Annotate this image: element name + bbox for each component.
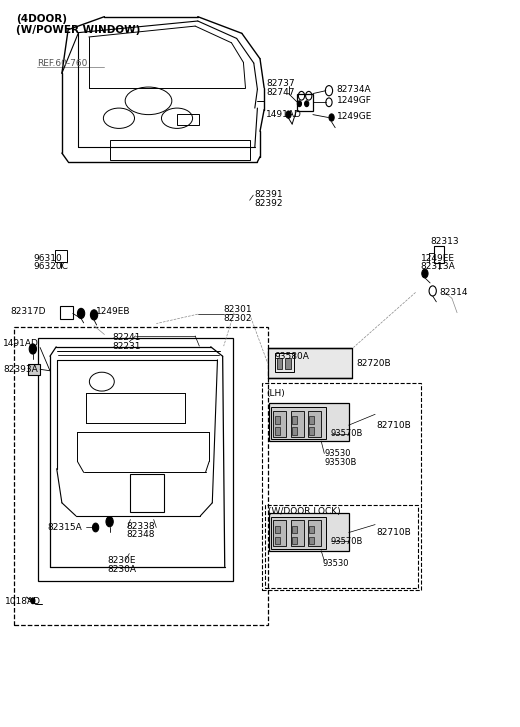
Bar: [275, 353, 294, 372]
Bar: [269, 403, 349, 441]
Text: 93530B: 93530B: [324, 458, 357, 467]
Text: 82302: 82302: [224, 314, 252, 323]
Text: 93530: 93530: [324, 449, 351, 458]
Text: 1018AD: 1018AD: [5, 597, 41, 606]
Text: 82392: 82392: [255, 198, 283, 208]
Text: 1249EB: 1249EB: [96, 307, 130, 316]
Bar: [297, 94, 313, 111]
Text: 93570B: 93570B: [331, 430, 363, 438]
Text: 1249GE: 1249GE: [337, 112, 372, 121]
Text: 8230E: 8230E: [107, 556, 136, 566]
Bar: [285, 358, 291, 369]
Bar: [292, 526, 297, 534]
Text: 82391: 82391: [255, 190, 283, 199]
Text: (LH): (LH): [266, 390, 285, 398]
Bar: [131, 474, 164, 512]
Bar: [271, 407, 326, 439]
Bar: [14, 327, 268, 624]
Circle shape: [329, 114, 334, 121]
Text: 93530: 93530: [322, 558, 349, 568]
Text: 96320C: 96320C: [33, 262, 68, 271]
Circle shape: [90, 310, 98, 320]
Text: 82710B: 82710B: [376, 421, 411, 430]
Circle shape: [77, 308, 85, 318]
Text: 96310: 96310: [33, 254, 62, 262]
Text: 1491AD: 1491AD: [3, 340, 39, 348]
Bar: [292, 427, 297, 435]
Circle shape: [297, 101, 302, 107]
Text: 82314: 82314: [439, 288, 467, 297]
Bar: [308, 521, 321, 547]
Bar: [309, 417, 314, 424]
Bar: [274, 411, 287, 437]
Bar: [275, 537, 280, 545]
Circle shape: [286, 111, 291, 119]
Text: 82710B: 82710B: [376, 528, 411, 537]
Bar: [28, 364, 40, 375]
Text: 93570B: 93570B: [331, 537, 363, 546]
Bar: [274, 521, 287, 547]
Text: 82313: 82313: [430, 237, 459, 246]
Text: 82734A: 82734A: [337, 85, 371, 94]
Text: (W/POWER WINDOW): (W/POWER WINDOW): [16, 25, 140, 35]
Bar: [292, 417, 297, 424]
Circle shape: [422, 269, 428, 278]
Bar: [55, 250, 67, 262]
Bar: [434, 246, 444, 263]
Text: 1249EE: 1249EE: [421, 254, 455, 262]
Text: 82720B: 82720B: [356, 359, 391, 368]
Text: 82241: 82241: [112, 333, 140, 342]
Bar: [60, 306, 73, 318]
Bar: [268, 348, 353, 378]
Text: 1249GF: 1249GF: [337, 97, 372, 105]
Text: 82737: 82737: [266, 79, 295, 88]
Text: 82231: 82231: [112, 342, 141, 350]
Text: 93580A: 93580A: [275, 352, 309, 361]
Bar: [262, 383, 421, 590]
Text: (W/DOOR LOCK): (W/DOOR LOCK): [268, 507, 341, 516]
Circle shape: [29, 344, 36, 354]
Bar: [275, 417, 280, 424]
Circle shape: [93, 523, 99, 532]
Bar: [271, 517, 326, 549]
Bar: [265, 505, 418, 588]
Text: 82747: 82747: [266, 88, 295, 97]
Text: 1491AD: 1491AD: [266, 110, 302, 119]
Text: 82317D: 82317D: [10, 307, 46, 316]
Bar: [308, 411, 321, 437]
Text: REF.60-760: REF.60-760: [37, 60, 87, 68]
Bar: [309, 537, 314, 545]
Bar: [38, 338, 232, 581]
Bar: [269, 513, 349, 551]
Bar: [275, 427, 280, 435]
Bar: [291, 521, 304, 547]
Text: 82315A: 82315A: [47, 523, 82, 532]
Bar: [291, 411, 304, 437]
Bar: [292, 537, 297, 545]
Bar: [277, 358, 282, 369]
Bar: [177, 114, 199, 126]
Text: 82348: 82348: [126, 530, 154, 539]
Circle shape: [31, 598, 35, 603]
Circle shape: [106, 517, 113, 527]
Bar: [110, 140, 250, 161]
Bar: [309, 526, 314, 534]
Text: (4DOOR): (4DOOR): [16, 14, 67, 24]
Text: 82301: 82301: [224, 305, 252, 314]
Text: 82338: 82338: [126, 521, 155, 531]
Bar: [275, 526, 280, 534]
Bar: [309, 427, 314, 435]
Text: 8230A: 8230A: [107, 565, 136, 574]
Text: 82393A: 82393A: [3, 365, 38, 374]
Text: 82313A: 82313A: [421, 262, 456, 271]
Circle shape: [305, 101, 309, 107]
